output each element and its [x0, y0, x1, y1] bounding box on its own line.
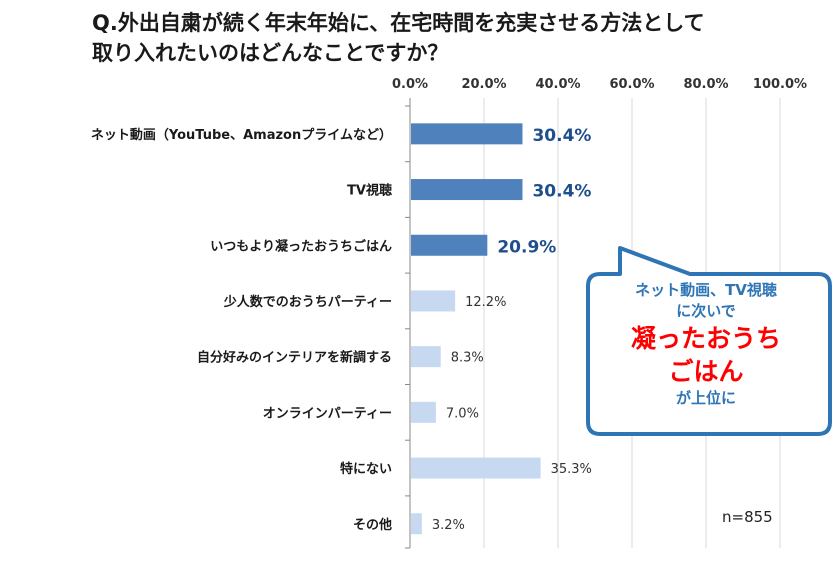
callout-emphasis-2: ごはん [668, 357, 744, 386]
x-tick-label: 20.0% [461, 77, 506, 92]
x-tick-label: 0.0% [392, 77, 428, 92]
category-label: その他 [353, 517, 392, 533]
value-label: 30.4% [532, 182, 591, 202]
value-labels: 30.4% 30.4% 20.9% 12.2% 8.3% 7.0% 35.3% 3.2% [432, 126, 592, 533]
callout-line-1: ネット動画、TV視聴 [635, 281, 777, 299]
callout-line-3: が上位に [675, 389, 736, 407]
bar [411, 457, 541, 479]
category-label: 自分好みのインテリアを新調する [197, 350, 392, 366]
x-tick-label: 60.0% [609, 77, 654, 92]
value-label: 7.0% [446, 406, 479, 421]
callout-bubble [586, 246, 832, 436]
bar [411, 513, 422, 535]
category-label: ネット動画（YouTube、Amazonプライムなど） [91, 127, 392, 143]
chart-title-line-1: Q.外出自粛が続く年末年始に、在宅時間を充実させる方法として [92, 11, 705, 35]
value-label: 3.2% [432, 518, 465, 533]
x-tick-label: 100.0% [753, 77, 807, 92]
callout-line-2: に次いで [676, 302, 736, 320]
category-labels: ネット動画（YouTube、Amazonプライムなど） TV視聴いつもより凝ったお… [91, 105, 410, 549]
x-tick-label: 80.0% [683, 77, 728, 92]
bar [411, 123, 523, 145]
category-label: 少人数でのおうちパーティー [223, 294, 392, 310]
bar [411, 234, 488, 256]
bar [411, 346, 441, 368]
callout-emphasis-1: 凝ったおうち [630, 324, 781, 353]
value-label: 30.4% [532, 126, 591, 146]
bars [411, 123, 541, 535]
callout-text: ネット動画、TV視聴 に次いで 凝ったおうち ごはん が上位に [588, 280, 824, 409]
chart-title-line-2: 取り入れたいのはどんなことですか？ [92, 41, 449, 65]
bar [411, 179, 523, 201]
category-label: オンラインパーティー [263, 406, 392, 421]
x-tick-label: 40.0% [535, 77, 580, 92]
chart-title: Q.外出自粛が続く年末年始に、在宅時間を充実させる方法として 取り入れたいのはど… [92, 8, 832, 68]
value-label: 35.3% [551, 462, 592, 477]
category-label: いつもより凝ったおうちごはん [210, 238, 392, 254]
value-label: 20.9% [497, 237, 556, 257]
category-label: 特にない [340, 461, 392, 477]
category-label: TV視聴 [347, 183, 392, 199]
x-tick-labels: 0.0% 20.0% 40.0% 60.0% 80.0% 100.0% [392, 77, 807, 92]
bar [411, 401, 436, 423]
bar [411, 290, 456, 312]
value-label: 12.2% [465, 295, 506, 310]
value-label: 8.3% [451, 351, 484, 366]
sample-size-label: n=855 [722, 508, 773, 526]
